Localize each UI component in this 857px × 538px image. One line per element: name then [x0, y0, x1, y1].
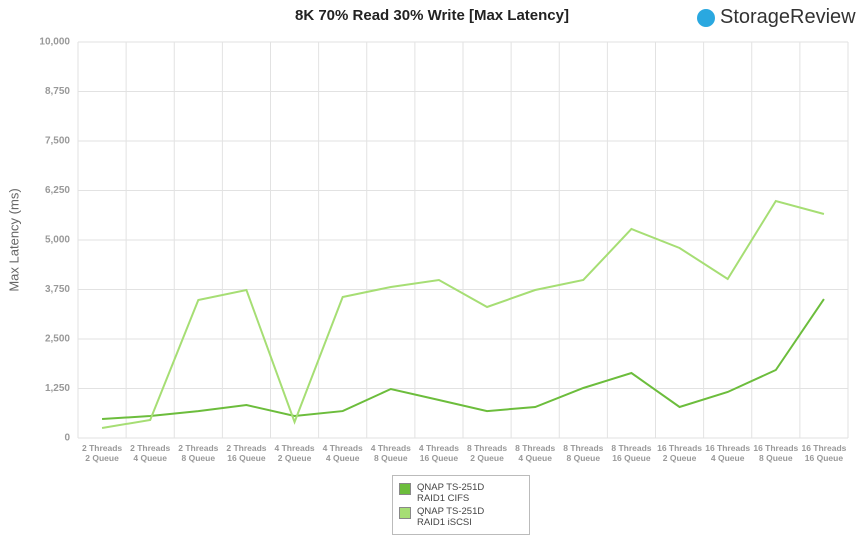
x-tick-label-line: 2 Threads — [178, 443, 218, 453]
x-tick-label-line: 8 Queue — [182, 453, 216, 463]
y-tick-label: 0 — [64, 433, 70, 444]
x-tick-label-line: 16 Queue — [420, 453, 459, 463]
x-tick-label-line: 16 Threads — [705, 443, 750, 453]
x-tick-label-line: 4 Threads — [274, 443, 314, 453]
x-tick-label: 8 Threads 4 Queue — [515, 443, 555, 463]
y-tick-label: 6,250 — [45, 185, 70, 196]
y-tick-label: 5,000 — [45, 235, 70, 246]
x-tick-label: 4 Threads 16 Queue — [419, 443, 459, 463]
x-tick-label-line: 4 Queue — [711, 453, 745, 463]
x-tick-label-line: 4 Queue — [518, 453, 552, 463]
x-tick-label-line: 4 Threads — [323, 443, 363, 453]
x-tick-label-line: 4 Queue — [133, 453, 167, 463]
series-line — [101, 199, 825, 429]
x-tick-label-line: 8 Threads — [467, 443, 507, 453]
legend-swatch — [399, 483, 411, 495]
x-tick-label-line: 8 Queue — [374, 453, 408, 463]
x-tick-label: 16 Threads 4 Queue — [705, 443, 750, 463]
x-tick-label-line: 2 Queue — [85, 453, 119, 463]
x-tick-label: 4 Threads 8 Queue — [371, 443, 411, 463]
x-tick-label: 16 Threads 16 Queue — [801, 443, 846, 463]
y-tick-label: 10,000 — [39, 37, 70, 48]
x-tick-label-line: 8 Threads — [611, 443, 651, 453]
x-tick-label-line: 16 Queue — [805, 453, 844, 463]
x-tick-label-line: 8 Queue — [759, 453, 793, 463]
y-tick-label: 8,750 — [45, 86, 70, 97]
x-tick-label: 8 Threads 8 Queue — [563, 443, 603, 463]
y-axis-label: Max Latency (ms) — [6, 188, 21, 291]
x-tick-label: 8 Threads 16 Queue — [611, 443, 651, 463]
x-tick-label-line: 16 Threads — [657, 443, 702, 453]
x-tick-label-line: 8 Threads — [515, 443, 555, 453]
x-tick-label: 2 Threads 2 Queue — [82, 443, 122, 463]
legend-label: QNAP TS-251D RAID1 CIFS — [417, 482, 485, 504]
x-tick-label: 16 Threads 8 Queue — [753, 443, 798, 463]
x-tick-label-line: 16 Threads — [801, 443, 846, 453]
chart-title: 8K 70% Read 30% Write [Max Latency] — [295, 7, 569, 24]
series-line — [102, 298, 825, 420]
x-tick-label-line: 2 Queue — [470, 453, 504, 463]
x-tick-label-line: 2 Threads — [130, 443, 170, 453]
x-tick-label: 8 Threads 2 Queue — [467, 443, 507, 463]
x-tick-label-line: 4 Threads — [371, 443, 411, 453]
x-tick-label-line: 8 Queue — [567, 453, 601, 463]
legend-swatch — [399, 507, 411, 519]
x-tick-label-line: 2 Queue — [278, 453, 312, 463]
x-tick-label-line: 4 Queue — [326, 453, 360, 463]
y-tick-label: 7,500 — [45, 136, 70, 147]
x-tick-label: 2 Threads 16 Queue — [226, 443, 266, 463]
x-tick-label-line: 16 Queue — [227, 453, 266, 463]
y-tick-label: 2,500 — [45, 334, 70, 345]
x-tick-label-line: 2 Queue — [663, 453, 697, 463]
x-tick-label-line: 8 Threads — [563, 443, 603, 453]
x-tick-label-line: 4 Threads — [419, 443, 459, 453]
x-tick-label: 4 Threads 4 Queue — [323, 443, 363, 463]
logo: StorageReview — [697, 6, 856, 29]
x-tick-label-line: 16 Threads — [753, 443, 798, 453]
x-tick-label: 2 Threads 8 Queue — [178, 443, 218, 463]
x-tick-label: 2 Threads 4 Queue — [130, 443, 170, 463]
x-tick-label: 16 Threads 2 Queue — [657, 443, 702, 463]
x-tick-label: 4 Threads 2 Queue — [274, 443, 314, 463]
x-tick-label-line: 2 Threads — [82, 443, 122, 453]
logo-text: StorageReview — [720, 6, 856, 28]
legend-item: QNAP TS-251D RAID1 CIFS — [397, 482, 525, 504]
legend: QNAP TS-251D RAID1 CIFS QNAP TS-251D RAID… — [392, 475, 530, 535]
y-tick-label: 1,250 — [45, 383, 70, 394]
x-tick-label-line: 2 Threads — [226, 443, 266, 453]
legend-label: QNAP TS-251D RAID1 iSCSI — [417, 506, 485, 528]
legend-item: QNAP TS-251D RAID1 iSCSI — [397, 506, 525, 528]
logo-icon — [697, 8, 715, 27]
x-tick-label-line: 16 Queue — [612, 453, 651, 463]
y-tick-label: 3,750 — [45, 284, 70, 295]
